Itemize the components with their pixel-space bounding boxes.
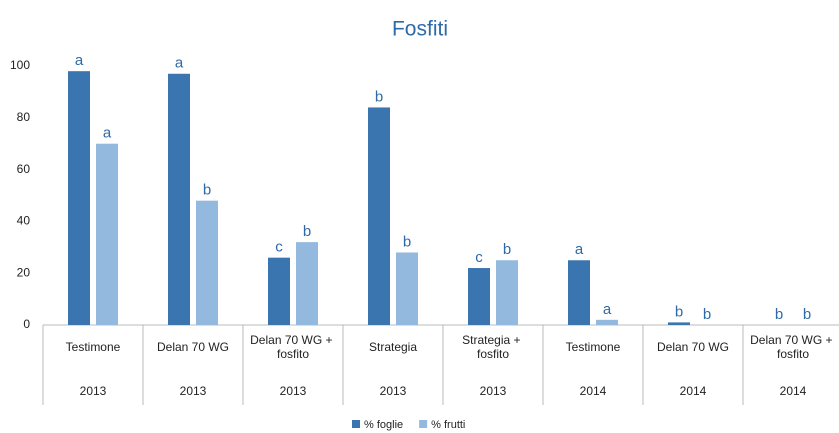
x-tick-label: Testimone bbox=[66, 340, 121, 354]
bar bbox=[196, 200, 218, 325]
x-group-label: 2013 bbox=[280, 384, 307, 398]
x-tick-label: Delan 70 WG + fosfito bbox=[750, 333, 836, 361]
bar-annotation: c bbox=[475, 249, 483, 266]
x-group-label: 2013 bbox=[180, 384, 207, 398]
bar bbox=[296, 242, 318, 325]
bar-annotation: b bbox=[203, 182, 211, 199]
bar bbox=[96, 143, 118, 325]
x-group-label: 2014 bbox=[780, 384, 807, 398]
x-group-label: 2014 bbox=[680, 384, 707, 398]
y-tick-label: 0 bbox=[23, 317, 30, 331]
bar-annotation: b bbox=[675, 303, 683, 320]
bar bbox=[268, 257, 290, 325]
bar-annotation: b bbox=[703, 306, 711, 323]
y-tick-label: 80 bbox=[17, 110, 31, 124]
bar-annotation: b bbox=[803, 306, 811, 323]
x-tick-label: Delan 70 WG bbox=[657, 340, 729, 354]
legend-label: % frutti bbox=[431, 419, 465, 431]
legend-label: % foglie bbox=[364, 419, 403, 431]
bar-annotation: b bbox=[375, 88, 383, 105]
x-group-label: 2013 bbox=[80, 384, 107, 398]
x-tick-label: Strategia bbox=[369, 340, 417, 354]
bar bbox=[468, 268, 490, 325]
x-tick-label: Delan 70 WG + fosfito bbox=[250, 333, 336, 361]
x-tick-label: Strategia + fosfito bbox=[462, 333, 524, 361]
y-tick-label: 60 bbox=[17, 162, 31, 176]
bar bbox=[496, 260, 518, 325]
bar bbox=[68, 71, 90, 326]
bar bbox=[168, 73, 190, 326]
bar-annotation: b bbox=[303, 223, 311, 240]
bar-annotation: a bbox=[75, 52, 84, 69]
bar bbox=[368, 107, 390, 325]
bar-annotation: a bbox=[103, 125, 112, 142]
bar bbox=[668, 322, 690, 325]
bar-annotation: b bbox=[503, 241, 511, 258]
bar-annotation: c bbox=[275, 239, 283, 256]
bar bbox=[396, 252, 418, 325]
bar-annotation: a bbox=[175, 55, 184, 72]
legend-swatch bbox=[419, 420, 428, 428]
bar-annotation: a bbox=[575, 241, 584, 258]
y-tick-label: 100 bbox=[10, 58, 30, 72]
x-group-label: 2013 bbox=[380, 384, 407, 398]
x-tick-label: Delan 70 WG bbox=[157, 340, 229, 354]
legend-swatch bbox=[352, 420, 360, 428]
bar-annotation: a bbox=[603, 301, 612, 318]
x-group-label: 2013 bbox=[480, 384, 507, 398]
chart-title: Fosfiti bbox=[392, 18, 448, 41]
bar-annotation: b bbox=[775, 306, 783, 323]
bar bbox=[596, 319, 618, 325]
y-tick-label: 40 bbox=[17, 214, 31, 228]
bar bbox=[568, 260, 590, 325]
bar-annotation: b bbox=[403, 233, 411, 250]
x-group-label: 2014 bbox=[580, 384, 607, 398]
x-tick-label: Testimone bbox=[566, 340, 621, 354]
y-tick-label: 20 bbox=[17, 265, 31, 279]
